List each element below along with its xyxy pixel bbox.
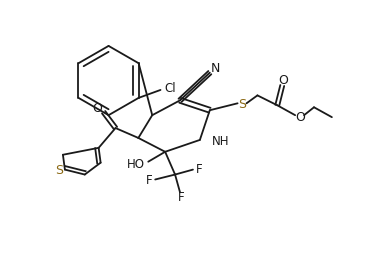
Text: NH: NH (212, 135, 229, 148)
Text: F: F (178, 191, 184, 204)
Text: O: O (295, 111, 305, 124)
Text: F: F (196, 163, 202, 176)
Text: Cl: Cl (164, 82, 176, 96)
Text: F: F (146, 174, 153, 187)
Text: O: O (93, 102, 103, 115)
Text: S: S (239, 98, 247, 111)
Text: N: N (211, 62, 221, 75)
Text: S: S (55, 164, 63, 177)
Text: O: O (278, 74, 288, 87)
Text: HO: HO (127, 158, 145, 171)
